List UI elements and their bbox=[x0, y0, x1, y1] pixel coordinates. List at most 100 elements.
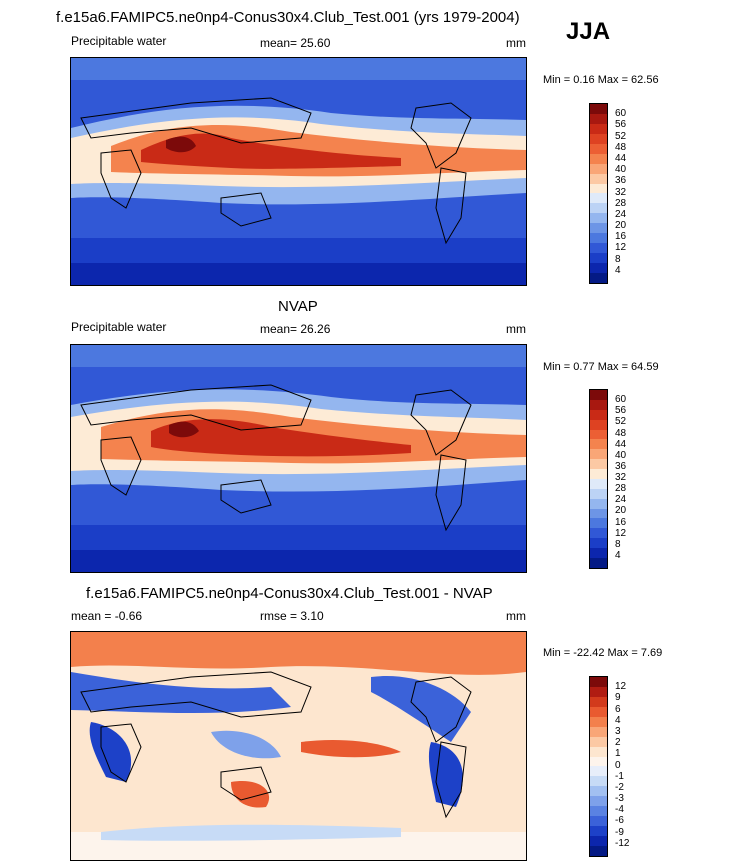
colorbar-swatch bbox=[590, 518, 607, 529]
colorbar-swatch bbox=[590, 488, 607, 499]
panel2-map bbox=[70, 344, 527, 573]
colorbar-swatch bbox=[590, 459, 607, 469]
colorbar-tick-label: 16 bbox=[615, 516, 627, 528]
colorbar-swatch bbox=[590, 272, 607, 283]
panel3-title: f.e15a6.FAMIPC5.ne0np4-Conus30x4.Club_Te… bbox=[86, 585, 493, 602]
colorbar-swatch bbox=[590, 429, 607, 440]
panel2-units-label: mm bbox=[506, 322, 526, 336]
colorbar-swatch bbox=[590, 538, 607, 548]
colorbar-tick-label: 16 bbox=[615, 231, 627, 243]
season-label: JJA bbox=[566, 18, 611, 45]
colorbar-tick-label: 48 bbox=[615, 141, 627, 153]
colorbar-swatch bbox=[590, 498, 607, 509]
colorbar-tick-label: -2 bbox=[615, 781, 624, 793]
colorbar-tick-label: -4 bbox=[615, 804, 624, 816]
panel3-colorbar bbox=[589, 676, 608, 857]
colorbar-swatch bbox=[590, 263, 607, 273]
colorbar-tick-label: 28 bbox=[615, 197, 627, 209]
colorbar-swatch bbox=[590, 133, 607, 144]
colorbar-tick-label: 24 bbox=[615, 494, 627, 506]
colorbar-swatch bbox=[590, 104, 607, 114]
colorbar-tick-label: 4 bbox=[615, 714, 621, 726]
colorbar-swatch bbox=[590, 786, 607, 797]
colorbar-swatch bbox=[590, 478, 607, 489]
colorbar-tick-label: -9 bbox=[615, 826, 624, 838]
colorbar-swatch bbox=[590, 113, 607, 124]
colorbar-tick-label: 40 bbox=[615, 449, 627, 461]
colorbar-tick-label: 48 bbox=[615, 427, 627, 439]
colorbar-tick-label: -6 bbox=[615, 815, 624, 827]
colorbar-swatch bbox=[590, 213, 607, 224]
colorbar-tick-label: -1 bbox=[615, 770, 624, 782]
panel3-map-canvas bbox=[71, 632, 526, 860]
colorbar-swatch bbox=[590, 243, 607, 254]
colorbar-tick-label: 52 bbox=[615, 130, 627, 142]
colorbar-swatch bbox=[590, 163, 607, 174]
colorbar-swatch bbox=[590, 183, 607, 194]
panel3-mean-label: mean = -0.66 bbox=[71, 609, 143, 623]
colorbar-swatch bbox=[590, 726, 607, 737]
colorbar-swatch bbox=[590, 153, 607, 164]
colorbar-tick-label: 9 bbox=[615, 692, 621, 704]
colorbar-tick-label: 44 bbox=[615, 438, 627, 450]
colorbar-swatch bbox=[590, 253, 607, 263]
panel3-minmax: Min = -22.42 Max = 7.69 bbox=[543, 647, 663, 659]
colorbar-swatch bbox=[590, 796, 607, 807]
colorbar-tick-label: 60 bbox=[615, 108, 627, 120]
colorbar-tick-label: 12 bbox=[615, 527, 627, 539]
colorbar-swatch bbox=[590, 548, 607, 558]
colorbar-swatch bbox=[590, 173, 607, 184]
panel2-variable-label: Precipitable water bbox=[71, 320, 167, 334]
colorbar-swatch bbox=[590, 223, 607, 234]
colorbar-swatch bbox=[590, 469, 607, 479]
colorbar-tick-label: 32 bbox=[615, 186, 627, 198]
colorbar-tick-label: 3 bbox=[615, 725, 621, 737]
colorbar-swatch bbox=[590, 845, 607, 856]
colorbar-swatch bbox=[590, 756, 607, 767]
panel1-variable-label: Precipitable water bbox=[71, 34, 167, 48]
colorbar-tick-label: 0 bbox=[615, 759, 621, 771]
panel3-units-label: mm bbox=[506, 609, 526, 623]
colorbar-tick-label: 1 bbox=[615, 748, 621, 760]
colorbar-swatch bbox=[590, 736, 607, 747]
colorbar-tick-label: -3 bbox=[615, 793, 624, 805]
colorbar-tick-label: 32 bbox=[615, 472, 627, 483]
colorbar-tick-label: 8 bbox=[615, 253, 621, 265]
colorbar-swatch bbox=[590, 686, 607, 697]
colorbar-swatch bbox=[590, 419, 607, 430]
panel3-colorbar-ticks: 12 9 6 4 3 2 1 0 -1 -2 -3 -4 -6 -9 -12 bbox=[615, 676, 655, 857]
colorbar-tick-label: 56 bbox=[615, 405, 627, 417]
colorbar-swatch bbox=[590, 836, 607, 846]
colorbar-swatch bbox=[590, 766, 607, 777]
colorbar-swatch bbox=[590, 816, 607, 827]
colorbar-swatch bbox=[590, 233, 607, 244]
colorbar-swatch bbox=[590, 439, 607, 450]
colorbar-swatch bbox=[590, 409, 607, 420]
colorbar-swatch bbox=[590, 449, 607, 460]
colorbar-tick-label: 12 bbox=[615, 242, 627, 254]
panel1-map bbox=[70, 57, 527, 286]
colorbar-swatch bbox=[590, 696, 607, 707]
colorbar-tick-label: 4 bbox=[615, 264, 621, 276]
colorbar-tick-label: -12 bbox=[615, 837, 630, 849]
colorbar-swatch bbox=[590, 193, 607, 204]
colorbar-tick-label: 20 bbox=[615, 220, 627, 232]
colorbar-tick-label: 36 bbox=[615, 175, 627, 187]
colorbar-tick-label: 56 bbox=[615, 119, 627, 131]
panel2-mean-label: mean= 26.26 bbox=[260, 322, 331, 336]
colorbar-swatch bbox=[590, 528, 607, 539]
colorbar-tick-label: 28 bbox=[615, 483, 627, 495]
panel1-minmax: Min = 0.16 Max = 62.56 bbox=[543, 74, 659, 86]
colorbar-tick-label: 52 bbox=[615, 416, 627, 428]
panel2-colorbar bbox=[589, 389, 608, 569]
colorbar-tick-label: 40 bbox=[615, 164, 627, 176]
panel1-mean-label: mean= 25.60 bbox=[260, 36, 331, 50]
colorbar-swatch bbox=[590, 143, 607, 154]
colorbar-tick-label: 8 bbox=[615, 538, 621, 550]
main-title: f.e15a6.FAMIPC5.ne0np4-Conus30x4.Club_Te… bbox=[56, 9, 520, 26]
panel1-map-canvas bbox=[71, 58, 526, 285]
colorbar-tick-label: 24 bbox=[615, 208, 627, 220]
colorbar-swatch bbox=[590, 746, 607, 757]
panel1-units-label: mm bbox=[506, 36, 526, 50]
panel3-rmse-label: rmse = 3.10 bbox=[260, 609, 324, 623]
